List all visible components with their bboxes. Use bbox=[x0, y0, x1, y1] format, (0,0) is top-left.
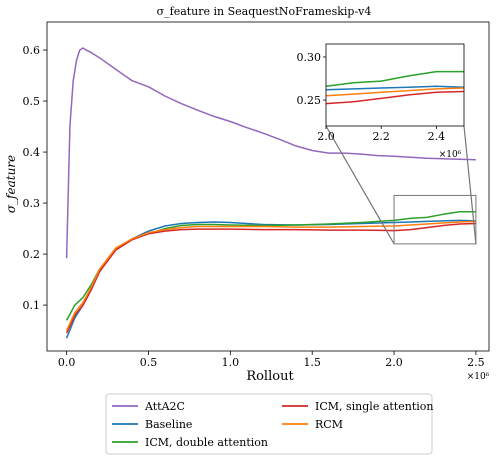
series-line-icm-double-attention bbox=[65, 210, 476, 321]
x-tick-label: 2.0 bbox=[385, 356, 403, 369]
x-tick-label: 0.5 bbox=[140, 356, 158, 369]
y-axis-label: σ_feature bbox=[4, 155, 18, 213]
x-axis-label: Rollout bbox=[246, 369, 294, 384]
chart-title: σ_feature in SeaquestNoFrameskip-v4 bbox=[157, 5, 372, 18]
y-tick-label: 0.2 bbox=[23, 248, 41, 261]
plot-frame bbox=[46, 21, 490, 352]
zoom-region-box bbox=[393, 194, 477, 245]
y-tick-label: 0.3 bbox=[23, 197, 41, 210]
inset-series-line bbox=[326, 90, 464, 105]
inset-y-tick-label: 0.30 bbox=[297, 51, 322, 64]
zoom-connector bbox=[325, 125, 395, 245]
legend-label-rcm: RCM bbox=[315, 418, 343, 431]
y-tick-label: 0.1 bbox=[23, 299, 41, 312]
x-tick-label: 1.0 bbox=[222, 356, 240, 369]
inset-x-tick-label: 2.0 bbox=[317, 130, 335, 143]
x-axis-multiplier: ×10⁶ bbox=[467, 372, 490, 382]
series-line-rcm bbox=[65, 220, 476, 331]
inset-x-tick-label: 2.2 bbox=[372, 130, 390, 143]
series-line-baseline bbox=[65, 219, 476, 339]
x-tick-label: 2.5 bbox=[467, 356, 485, 369]
y-tick-label: 0.4 bbox=[23, 146, 41, 159]
legend-box bbox=[105, 393, 433, 455]
zoom-connector-lines bbox=[325, 125, 477, 245]
legend-label-icm-double-attention: ICM, double attention bbox=[145, 436, 268, 449]
inset-x-tick-label: 2.4 bbox=[428, 130, 446, 143]
inset-series-line bbox=[326, 87, 464, 97]
inset-x-multiplier: ×10⁶ bbox=[439, 150, 462, 160]
legend-label-baseline: Baseline bbox=[145, 418, 192, 431]
y-tick-label: 0.5 bbox=[23, 95, 41, 108]
x-tick-label: 1.5 bbox=[303, 356, 321, 369]
y-tick-label: 0.6 bbox=[23, 44, 41, 57]
main-series-lines bbox=[65, 47, 476, 339]
zoom-connector bbox=[463, 125, 477, 244]
inset-series-line bbox=[326, 85, 464, 91]
series-line-icm-single-attention bbox=[65, 222, 476, 334]
inset-zoom-plot: 2.0 2.2 2.4 0.25 0.30 ×10⁶ bbox=[297, 43, 465, 160]
inset-y-tick-label: 0.25 bbox=[297, 94, 322, 107]
inset-frame bbox=[325, 43, 465, 127]
legend: AttA2C Baseline ICM, double attention ICM, … bbox=[105, 393, 433, 455]
legend-label-atta2c: AttA2C bbox=[144, 400, 185, 413]
inset-series-line bbox=[326, 70, 464, 88]
x-tick-label: 0.0 bbox=[58, 356, 76, 369]
main-axes: 0.0 0.5 1.0 1.5 2.0 2.5 0.1 0.2 0.3 0.4 0.5 0.6 bbox=[23, 21, 490, 369]
legend-label-icm-single-attention: ICM, single attention bbox=[315, 400, 433, 413]
series-line-atta2c bbox=[65, 47, 476, 259]
